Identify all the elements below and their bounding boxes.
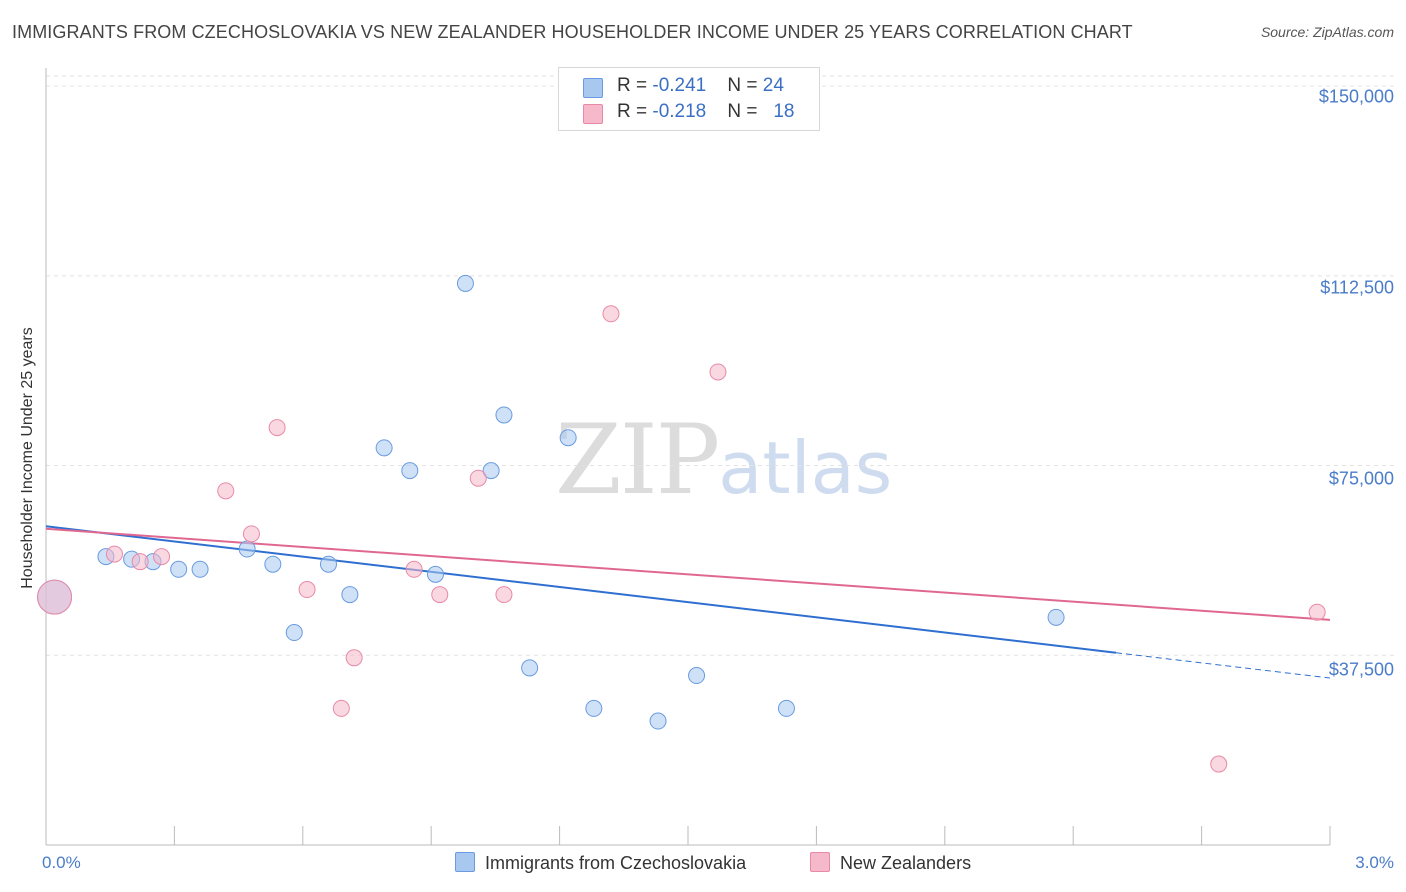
data-point-s1-8 (332, 699, 350, 717)
trend-line-1 (45, 527, 1331, 621)
legend-swatch-pink (810, 852, 830, 872)
data-point-s0-15 (482, 462, 500, 480)
data-point-s1-2 (131, 553, 149, 571)
correlation-legend: R = -0.241 N = 24 R = -0.218 N = 18 (558, 67, 820, 131)
y-tick-label-150000: $150,000 (1318, 86, 1394, 107)
legend-swatch-pink (583, 104, 603, 124)
data-point-s0-5 (191, 560, 209, 578)
data-point-s0-18 (559, 429, 577, 447)
data-point-s0-22 (777, 699, 795, 717)
data-point-s1-10 (405, 560, 423, 578)
data-point-s0-6 (238, 540, 256, 558)
series-name: New Zealanders (840, 853, 972, 873)
data-point-s0-19 (585, 699, 603, 717)
r-value: -0.218 (652, 101, 707, 122)
data-point-s0-23 (1047, 608, 1065, 626)
r-value: -0.241 (652, 75, 707, 96)
data-point-s1-13 (495, 586, 513, 604)
chart-title: IMMIGRANTS FROM CZECHOSLOVAKIA VS NEW ZE… (12, 22, 1133, 42)
series-name: Immigrants from Czechoslovakia (485, 853, 747, 873)
watermark-zip: ZIP (555, 404, 720, 516)
x-tick-label-min: 0.0% (42, 853, 81, 872)
data-point-s1-0 (37, 579, 73, 615)
y-tick-label-37500: $37,500 (1328, 659, 1394, 680)
legend-swatch-blue (583, 78, 603, 98)
trend-line-extension-0 (1115, 652, 1331, 679)
y-tick-label-75000: $75,000 (1328, 468, 1394, 489)
data-point-s0-4 (170, 560, 188, 578)
data-point-s0-14 (456, 274, 474, 292)
data-point-s0-7 (264, 555, 282, 573)
data-point-s1-11 (431, 586, 449, 604)
data-point-s0-16 (495, 406, 513, 424)
data-point-s0-13 (426, 565, 444, 583)
data-point-s1-15 (709, 363, 727, 381)
watermark: ZIPatlas (555, 404, 892, 516)
data-point-s0-20 (649, 712, 667, 730)
data-point-s1-4 (217, 482, 235, 500)
data-point-s1-14 (602, 305, 620, 323)
data-point-s0-8 (285, 624, 303, 642)
n-label: N = (727, 101, 763, 122)
n-value: 24 (762, 75, 784, 96)
legend-swatch-blue (455, 852, 475, 872)
r-label: R = (617, 101, 653, 122)
data-point-s1-12 (469, 469, 487, 487)
data-point-s1-7 (298, 581, 316, 599)
source-label: Source: ZipAtlas.com (1260, 24, 1394, 40)
data-point-s0-21 (688, 667, 706, 685)
data-point-s1-1 (105, 545, 123, 563)
data-point-s1-5 (242, 525, 260, 543)
data-point-s0-11 (375, 439, 393, 457)
data-point-s1-17 (1308, 603, 1326, 621)
n-value: 18 (773, 101, 795, 122)
legend-item-new-zealanders: New Zealanders (810, 852, 971, 874)
trend-line-0 (45, 525, 1117, 654)
y-tick-label-112500: $112,500 (1320, 277, 1394, 298)
legend-item-czechoslovakia: Immigrants from Czechoslovakia (455, 852, 746, 874)
data-point-s1-3 (153, 548, 171, 566)
data-point-s1-6 (268, 419, 286, 437)
y-axis-label: Householder Income Under 25 years (19, 327, 36, 589)
n-label: N = (727, 75, 763, 96)
data-point-s0-9 (319, 555, 337, 573)
data-point-s0-10 (341, 586, 359, 604)
data-point-s1-16 (1210, 755, 1228, 773)
r-label: R = (617, 75, 653, 96)
data-point-s0-12 (401, 462, 419, 480)
data-point-s0-17 (521, 659, 539, 677)
watermark-atlas: atlas (718, 426, 893, 510)
x-tick-label-max: 3.0% (1355, 853, 1394, 872)
data-point-s1-9 (345, 649, 363, 667)
